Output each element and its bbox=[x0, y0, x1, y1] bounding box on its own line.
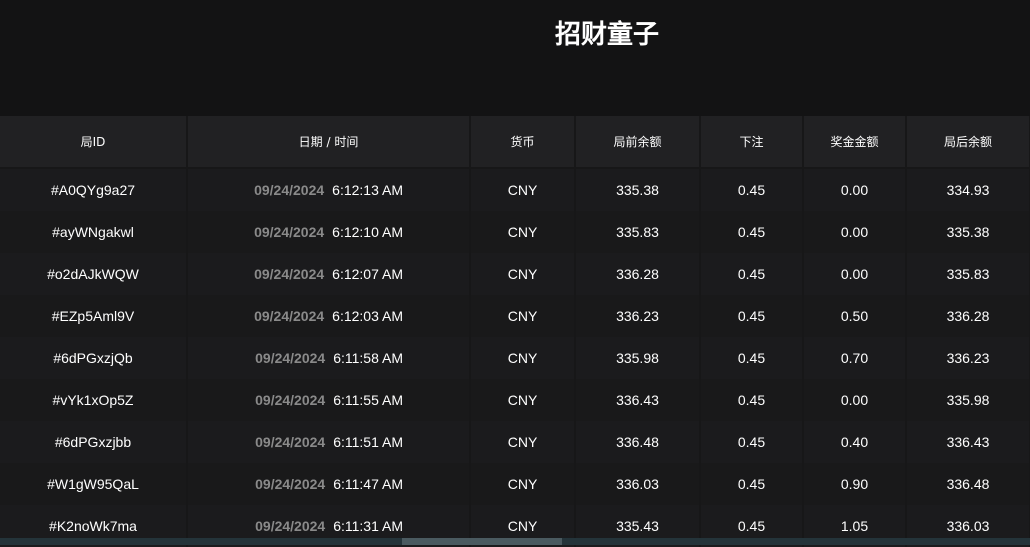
time: 6:11:47 AM bbox=[333, 476, 403, 492]
balance-before: 336.03 bbox=[575, 463, 701, 505]
page-title: 招财童子 bbox=[554, 20, 659, 50]
currency: CNY bbox=[470, 463, 576, 505]
time: 6:12:03 AM bbox=[332, 308, 403, 324]
win: 0.50 bbox=[803, 295, 907, 337]
time: 6:12:10 AM bbox=[332, 224, 403, 240]
win: 0.70 bbox=[803, 337, 907, 379]
win: 0.00 bbox=[803, 168, 907, 211]
bet: 0.45 bbox=[700, 253, 804, 295]
date: 09/24/2024 bbox=[255, 350, 326, 366]
datetime-cell: 09/24/2024 6:11:55 AM bbox=[187, 379, 471, 421]
col-datetime: 日期 / 时间 bbox=[187, 116, 471, 169]
currency: CNY bbox=[470, 421, 576, 463]
date: 09/24/2024 bbox=[254, 266, 325, 282]
win: 0.40 bbox=[803, 421, 907, 463]
balance-after: 335.38 bbox=[906, 211, 1030, 253]
table-row[interactable]: #ayWNgakwl 09/24/2024 6:12:10 AM CNY 335.… bbox=[0, 211, 1030, 253]
balance-before: 335.98 bbox=[575, 337, 701, 379]
round-id[interactable]: #6dPGxzjbb bbox=[0, 421, 188, 463]
time: 6:11:58 AM bbox=[333, 350, 403, 366]
date: 09/24/2024 bbox=[255, 476, 326, 492]
round-id[interactable]: #A0QYg9a27 bbox=[0, 168, 188, 211]
balance-after: 335.83 bbox=[906, 253, 1030, 295]
balance-before: 335.83 bbox=[575, 211, 701, 253]
currency: CNY bbox=[470, 337, 576, 379]
bet: 0.45 bbox=[700, 379, 804, 421]
bet: 0.45 bbox=[700, 211, 804, 253]
col-currency: 货币 bbox=[470, 116, 576, 169]
time: 6:12:13 AM bbox=[332, 182, 403, 198]
round-id[interactable]: #o2dAJkWQW bbox=[0, 253, 188, 295]
currency: CNY bbox=[470, 168, 576, 211]
balance-after: 336.43 bbox=[906, 421, 1030, 463]
balance-after: 334.93 bbox=[906, 168, 1030, 211]
col-round-id: 局ID bbox=[0, 116, 188, 169]
col-bet: 下注 bbox=[700, 116, 804, 169]
bet: 0.45 bbox=[700, 337, 804, 379]
currency: CNY bbox=[470, 211, 576, 253]
balance-after: 336.23 bbox=[906, 337, 1030, 379]
balance-before: 336.28 bbox=[575, 253, 701, 295]
table-row[interactable]: #6dPGxzjQb 09/24/2024 6:11:58 AM CNY 335.… bbox=[0, 337, 1030, 379]
col-win: 奖金金额 bbox=[803, 116, 907, 169]
scrollbar-thumb[interactable] bbox=[402, 538, 562, 545]
date: 09/24/2024 bbox=[254, 182, 325, 198]
bet: 0.45 bbox=[700, 421, 804, 463]
balance-after: 336.28 bbox=[906, 295, 1030, 337]
balance-before: 336.43 bbox=[575, 379, 701, 421]
currency: CNY bbox=[470, 253, 576, 295]
win: 0.90 bbox=[803, 463, 907, 505]
time: 6:11:31 AM bbox=[333, 518, 403, 534]
time: 6:12:07 AM bbox=[332, 266, 403, 282]
round-id[interactable]: #W1gW95QaL bbox=[0, 463, 188, 505]
table-row[interactable]: #6dPGxzjbb 09/24/2024 6:11:51 AM CNY 336.… bbox=[0, 421, 1030, 463]
datetime-cell: 09/24/2024 6:12:07 AM bbox=[187, 253, 471, 295]
horizontal-scrollbar[interactable] bbox=[0, 538, 1030, 545]
balance-after: 336.48 bbox=[906, 463, 1030, 505]
balance-before: 336.23 bbox=[575, 295, 701, 337]
datetime-cell: 09/24/2024 6:11:51 AM bbox=[187, 421, 471, 463]
header-row: 局ID 日期 / 时间 货币 局前余额 下注 奖金金额 局后余额 bbox=[0, 116, 1030, 169]
datetime-cell: 09/24/2024 6:12:03 AM bbox=[187, 295, 471, 337]
currency: CNY bbox=[470, 295, 576, 337]
time: 6:11:55 AM bbox=[333, 392, 403, 408]
table-row[interactable]: #A0QYg9a27 09/24/2024 6:12:13 AM CNY 335.… bbox=[0, 168, 1030, 211]
date: 09/24/2024 bbox=[255, 518, 326, 534]
currency: CNY bbox=[470, 379, 576, 421]
bet: 0.45 bbox=[700, 295, 804, 337]
win: 0.00 bbox=[803, 253, 907, 295]
date: 09/24/2024 bbox=[254, 224, 325, 240]
table-row[interactable]: #o2dAJkWQW 09/24/2024 6:12:07 AM CNY 336.… bbox=[0, 253, 1030, 295]
round-id[interactable]: #EZp5Aml9V bbox=[0, 295, 188, 337]
round-id[interactable]: #6dPGxzjQb bbox=[0, 337, 188, 379]
round-id[interactable]: #ayWNgakwl bbox=[0, 211, 188, 253]
balance-before: 336.48 bbox=[575, 421, 701, 463]
date: 09/24/2024 bbox=[254, 308, 325, 324]
table-row[interactable]: #W1gW95QaL 09/24/2024 6:11:47 AM CNY 336.… bbox=[0, 463, 1030, 505]
round-id[interactable]: #vYk1xOp5Z bbox=[0, 379, 188, 421]
col-balance-after: 局后余额 bbox=[906, 116, 1030, 169]
history-table: 局ID 日期 / 时间 货币 局前余额 下注 奖金金额 局后余额 #A0QYg9… bbox=[0, 116, 1030, 547]
table-row[interactable]: #EZp5Aml9V 09/24/2024 6:12:03 AM CNY 336.… bbox=[0, 295, 1030, 337]
bet: 0.45 bbox=[700, 168, 804, 211]
datetime-cell: 09/24/2024 6:11:47 AM bbox=[187, 463, 471, 505]
datetime-cell: 09/24/2024 6:12:10 AM bbox=[187, 211, 471, 253]
win: 0.00 bbox=[803, 211, 907, 253]
balance-before: 335.38 bbox=[575, 168, 701, 211]
date: 09/24/2024 bbox=[255, 434, 326, 450]
date: 09/24/2024 bbox=[255, 392, 326, 408]
datetime-cell: 09/24/2024 6:11:58 AM bbox=[187, 337, 471, 379]
bet: 0.45 bbox=[700, 463, 804, 505]
win: 0.00 bbox=[803, 379, 907, 421]
col-balance-before: 局前余额 bbox=[575, 116, 701, 169]
datetime-cell: 09/24/2024 6:12:13 AM bbox=[187, 168, 471, 211]
table-row[interactable]: #vYk1xOp5Z 09/24/2024 6:11:55 AM CNY 336.… bbox=[0, 379, 1030, 421]
balance-after: 335.98 bbox=[906, 379, 1030, 421]
time: 6:11:51 AM bbox=[333, 434, 403, 450]
